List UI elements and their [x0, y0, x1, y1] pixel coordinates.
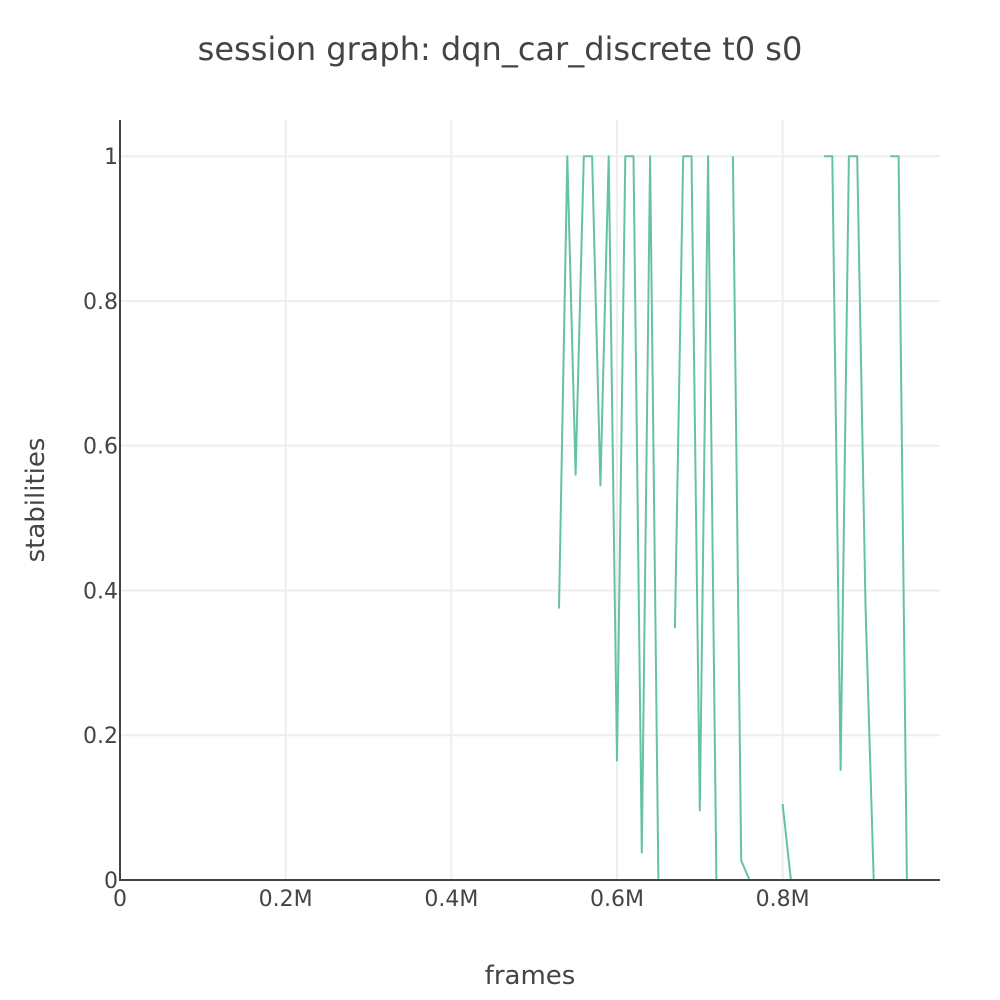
- series-line-segment: [673, 155, 718, 881]
- series-stabilities: [558, 155, 908, 881]
- x-tick-label: 0.4M: [424, 887, 478, 912]
- y-axis-title: stabilities: [21, 438, 51, 563]
- series-line-segment: [731, 156, 751, 881]
- x-tick-label: 0.8M: [756, 887, 810, 912]
- x-axis-title: frames: [485, 961, 576, 991]
- chart-title: session graph: dqn_car_discrete t0 s0: [198, 30, 803, 68]
- series-line-segment: [558, 155, 660, 881]
- x-tick-label: 0.2M: [259, 887, 313, 912]
- y-tick-label: 0.6: [83, 435, 118, 460]
- y-tick-label: 0.2: [83, 724, 118, 749]
- series-line-segment: [781, 803, 792, 881]
- x-tick-label: 0: [113, 887, 127, 912]
- x-ticks: 0 0.2M 0.4M 0.6M 0.8M: [113, 887, 810, 912]
- y-tick-label: 0: [104, 869, 118, 894]
- y-tick-label: 0.8: [83, 290, 118, 315]
- series-line-segment: [824, 155, 875, 881]
- y-tick-label: 1: [104, 145, 118, 170]
- grid: [120, 120, 940, 880]
- x-tick-label: 0.6M: [590, 887, 644, 912]
- y-ticks: 0 0.2 0.4 0.6 0.8 1: [83, 145, 118, 894]
- y-tick-label: 0.4: [83, 579, 118, 604]
- series-line-segment: [890, 155, 908, 881]
